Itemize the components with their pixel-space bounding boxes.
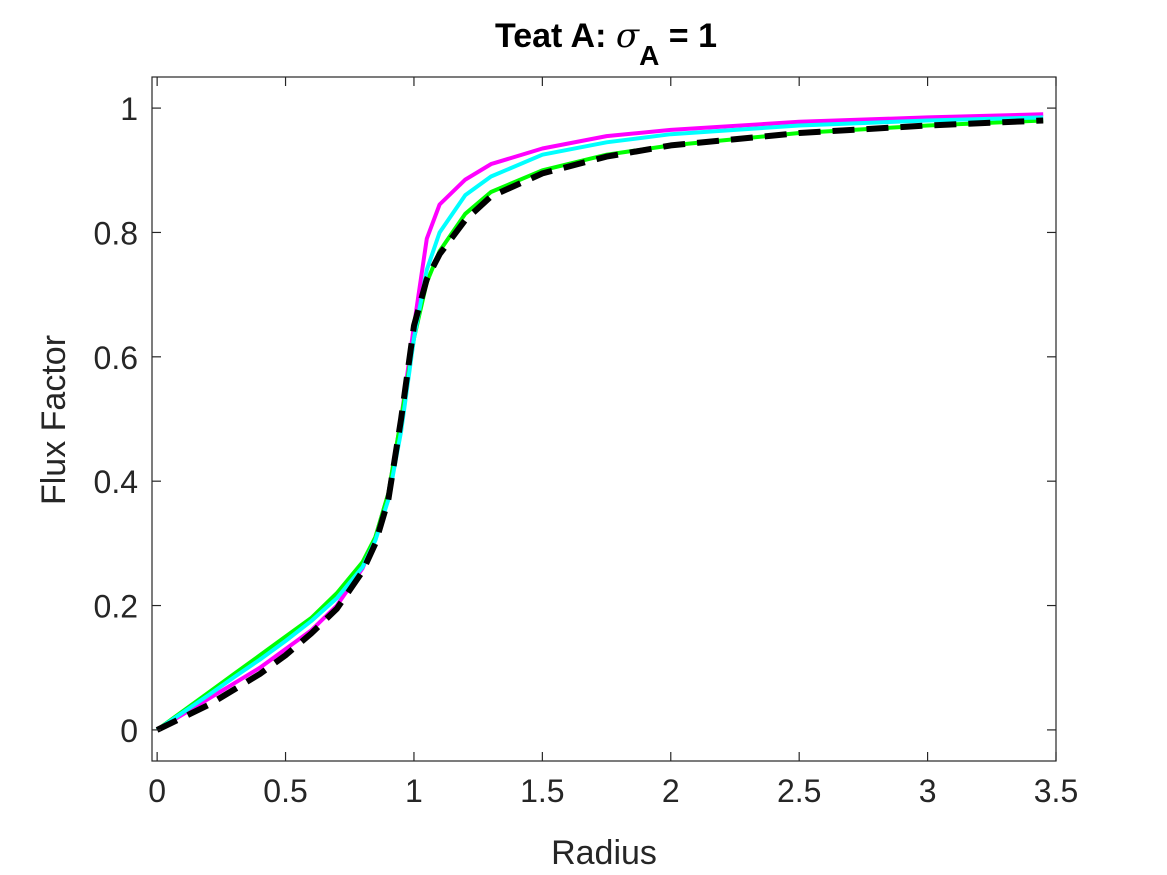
y-tick-label: 0.6 [94, 340, 138, 376]
x-axis-label: Radius [551, 834, 657, 872]
y-tick-label: 0 [120, 713, 138, 749]
plot-box [151, 76, 1057, 762]
x-tick-label: 2.5 [777, 773, 821, 809]
plot-area [151, 76, 1057, 762]
x-tick-label: 1 [405, 773, 423, 809]
x-tick-label: 2 [662, 773, 680, 809]
y-tick-label: 0.4 [94, 464, 138, 500]
series-line-4 [155, 117, 1044, 733]
y-axis-label: Flux Factor [35, 335, 73, 505]
chart-title-subscript: A [639, 40, 659, 71]
y-tick-label: 0.8 [94, 215, 138, 251]
chart-title-suffix: = 1 [659, 17, 717, 55]
x-tick-label: 0.5 [263, 773, 307, 809]
series-layer [155, 112, 1044, 733]
y-tick-label: 1 [120, 91, 138, 127]
ticks-layer: 0 0.5 1 1.5 2 2.5 3 3.5 0 0.2 0.4 0.6 0.8 1 [94, 77, 1078, 809]
x-tick-label: 3 [919, 773, 937, 809]
x-tick-label: 1.5 [520, 773, 564, 809]
chart-title-prefix: Teat A: [495, 17, 616, 55]
chart-title: Teat A: σA = 1 [495, 16, 717, 71]
y-tick-label: 0.2 [94, 589, 138, 625]
chart-title-sigma: σ [616, 16, 640, 56]
x-tick-label: 0 [148, 773, 166, 809]
x-tick-label: 3.5 [1034, 773, 1078, 809]
